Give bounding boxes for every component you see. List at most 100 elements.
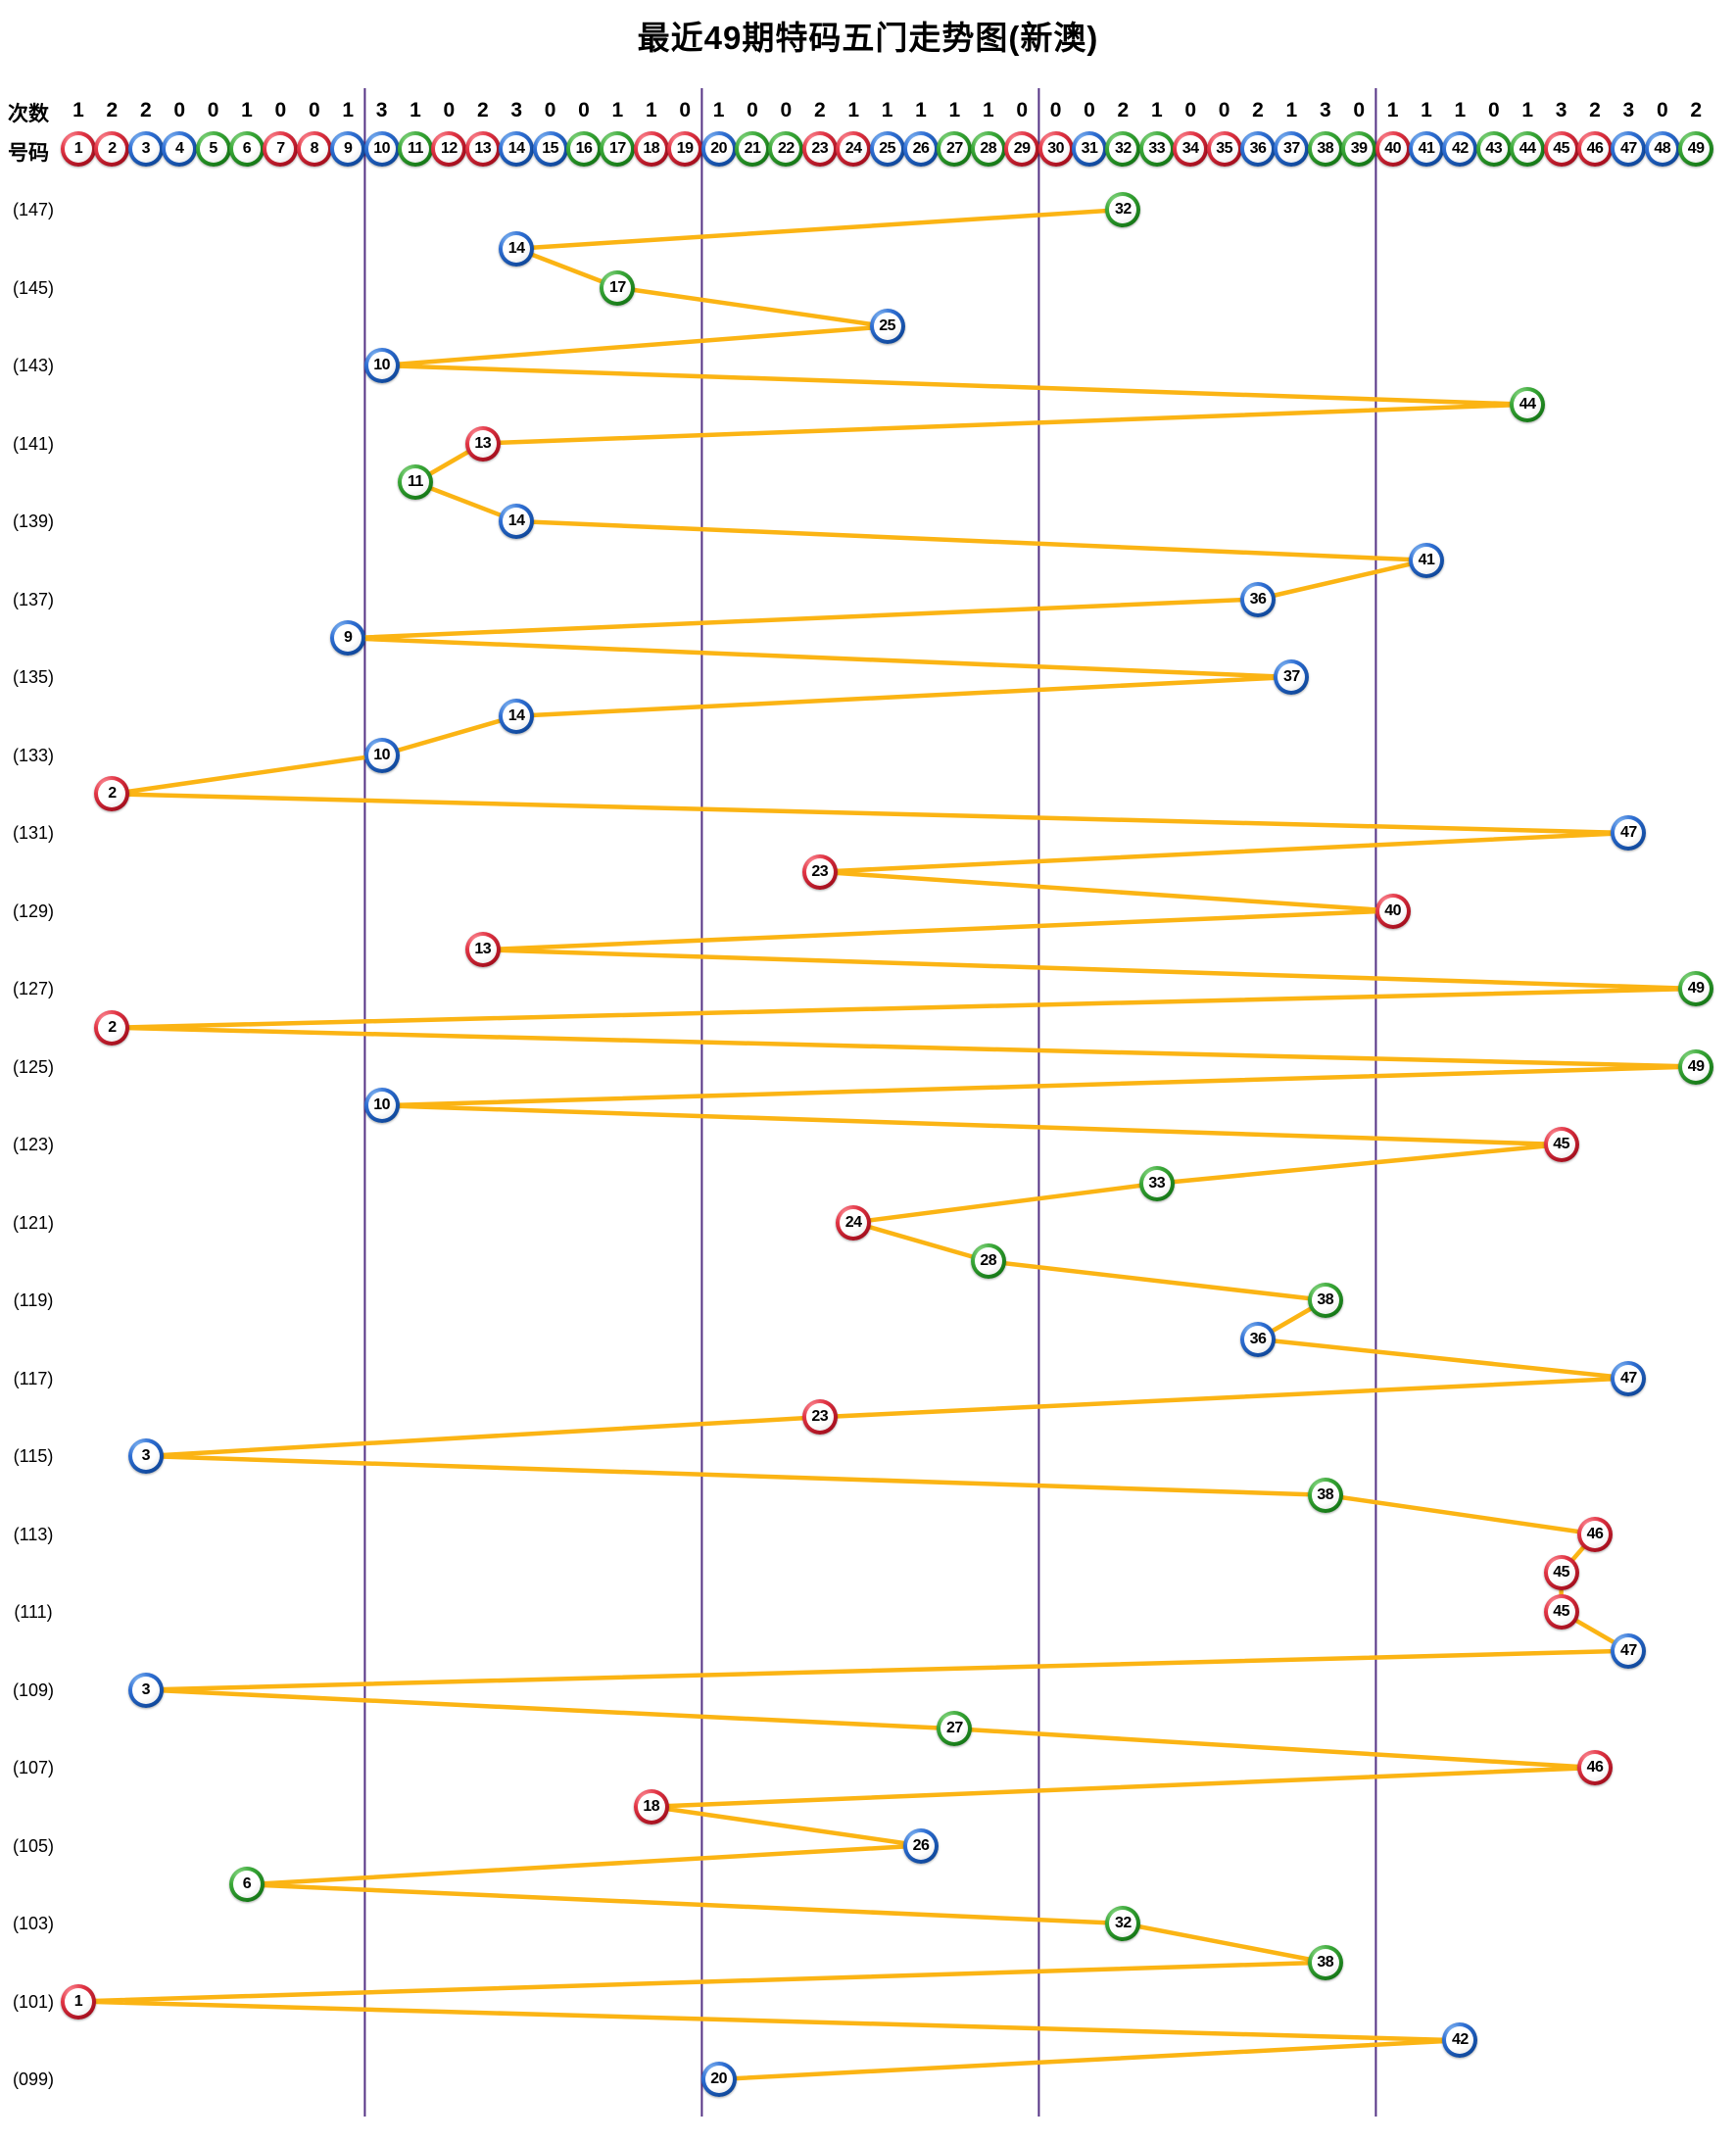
ball-number: 23 (805, 135, 834, 163)
count-value-col38: 3 (1319, 99, 1331, 122)
count-value-col8: 0 (308, 99, 320, 122)
count-value-col10: 3 (375, 99, 388, 122)
ball-number: 43 (1479, 135, 1508, 163)
count-value-col34: 0 (1184, 99, 1197, 122)
count-value-col32: 2 (1117, 99, 1130, 122)
ball-number: 38 (1311, 1287, 1339, 1314)
draw-ball-period-127: 49 (1678, 971, 1714, 1006)
period-label-141: (141) (12, 433, 55, 454)
ball-number: 40 (1378, 897, 1407, 925)
period-label-139: (139) (12, 511, 55, 531)
period-label-117: (117) (13, 1368, 54, 1388)
period-label-125: (125) (12, 1056, 55, 1077)
ball-number: 35 (1210, 135, 1238, 163)
header-ball-16: 16 (566, 131, 602, 167)
draw-ball-period-118: 36 (1240, 1321, 1276, 1357)
ball-number: 17 (603, 135, 632, 163)
ball-number: 33 (1142, 1169, 1171, 1197)
page-title: 最近49期特码五门走势图(新澳) (637, 20, 1099, 56)
count-value-col42: 1 (1454, 99, 1467, 122)
draw-ball-period-139: 14 (499, 504, 535, 539)
header-ball-15: 15 (532, 131, 568, 167)
ball-number: 41 (1413, 135, 1440, 163)
draw-ball-period-100: 42 (1442, 2022, 1478, 2059)
period-label-123: (123) (12, 1135, 55, 1154)
header-ball-1: 1 (61, 131, 96, 167)
count-value-col3: 2 (139, 99, 152, 122)
draw-ball-period-101: 1 (61, 1983, 96, 2020)
header-ball-13: 13 (464, 131, 501, 167)
draw-ball-period-104: 6 (229, 1867, 265, 1903)
period-label-115: (115) (13, 1446, 54, 1466)
header-ball-28: 28 (970, 131, 1006, 167)
count-value-col33: 1 (1150, 99, 1163, 122)
draw-ball-period-108: 27 (937, 1711, 973, 1747)
count-value-col46: 2 (1589, 99, 1601, 122)
draw-ball-period-123: 45 (1543, 1127, 1579, 1162)
ball-number: 47 (1615, 135, 1643, 163)
ball-number: 25 (873, 135, 901, 163)
draw-ball-period-145: 17 (600, 269, 636, 306)
period-label-109: (109) (12, 1680, 55, 1700)
ball-number: 23 (805, 857, 834, 886)
header-ball-12: 12 (431, 131, 467, 167)
ball-number: 16 (570, 135, 598, 163)
header-ball-26: 26 (903, 131, 939, 167)
count-value-col41: 1 (1421, 99, 1432, 122)
header-ball-33: 33 (1138, 131, 1175, 167)
ball-number: 12 (435, 135, 463, 163)
ball-number: 17 (603, 273, 632, 302)
count-value-col39: 0 (1353, 99, 1366, 122)
ball-number: 20 (704, 135, 733, 163)
header-ball-34: 34 (1173, 131, 1209, 167)
ball-number: 25 (873, 313, 901, 341)
header-ball-35: 35 (1206, 131, 1242, 167)
header-ball-31: 31 (1072, 131, 1107, 167)
header-ball-25: 25 (869, 131, 905, 167)
count-value-col44: 1 (1521, 99, 1534, 122)
draw-ball-period-138: 41 (1409, 542, 1444, 578)
draw-ball-period-120: 28 (970, 1243, 1006, 1280)
count-value-col23: 2 (813, 99, 826, 122)
count-value-col29: 0 (1016, 99, 1029, 122)
period-label-107: (107) (12, 1758, 55, 1777)
draw-ball-period-122: 33 (1138, 1165, 1175, 1201)
header-ball-24: 24 (836, 131, 872, 167)
header-ball-48: 48 (1644, 131, 1680, 167)
count-value-col18: 1 (645, 99, 657, 122)
counts-row-label: 次数 (8, 103, 49, 125)
ball-number: 7 (266, 135, 295, 163)
header-ball-49: 49 (1678, 131, 1714, 167)
ball-number: 26 (907, 1831, 935, 1860)
header-ball-47: 47 (1611, 131, 1647, 167)
draw-ball-period-113: 46 (1577, 1516, 1613, 1552)
ball-number: 26 (907, 135, 935, 163)
draw-ball-period-136: 9 (330, 620, 366, 657)
count-value-col36: 2 (1252, 99, 1264, 122)
ball-number: 10 (367, 135, 396, 163)
period-label-131: (131) (12, 823, 55, 843)
ball-number: 2 (98, 135, 126, 163)
count-value-col12: 0 (443, 99, 456, 122)
ball-number: 9 (334, 624, 362, 653)
count-value-col19: 0 (679, 99, 692, 122)
header-ball-40: 40 (1374, 131, 1411, 167)
header-ball-37: 37 (1274, 131, 1310, 167)
header-ball-22: 22 (768, 131, 804, 167)
header-ball-32: 32 (1105, 131, 1141, 167)
ball-number: 49 (1682, 975, 1711, 1002)
count-value-col43: 0 (1487, 99, 1500, 122)
count-value-col2: 2 (106, 99, 119, 122)
count-value-col37: 1 (1285, 99, 1298, 122)
ball-number: 10 (367, 1092, 396, 1120)
header-ball-4: 4 (162, 131, 198, 167)
ball-number: 29 (1008, 135, 1037, 163)
count-value-col14: 3 (510, 99, 523, 122)
ball-number: 27 (940, 1715, 969, 1743)
ball-number: 11 (402, 468, 429, 497)
draw-ball-period-137: 36 (1240, 581, 1276, 617)
ball-number: 46 (1581, 1754, 1609, 1781)
ball-number: 36 (1244, 1325, 1272, 1353)
